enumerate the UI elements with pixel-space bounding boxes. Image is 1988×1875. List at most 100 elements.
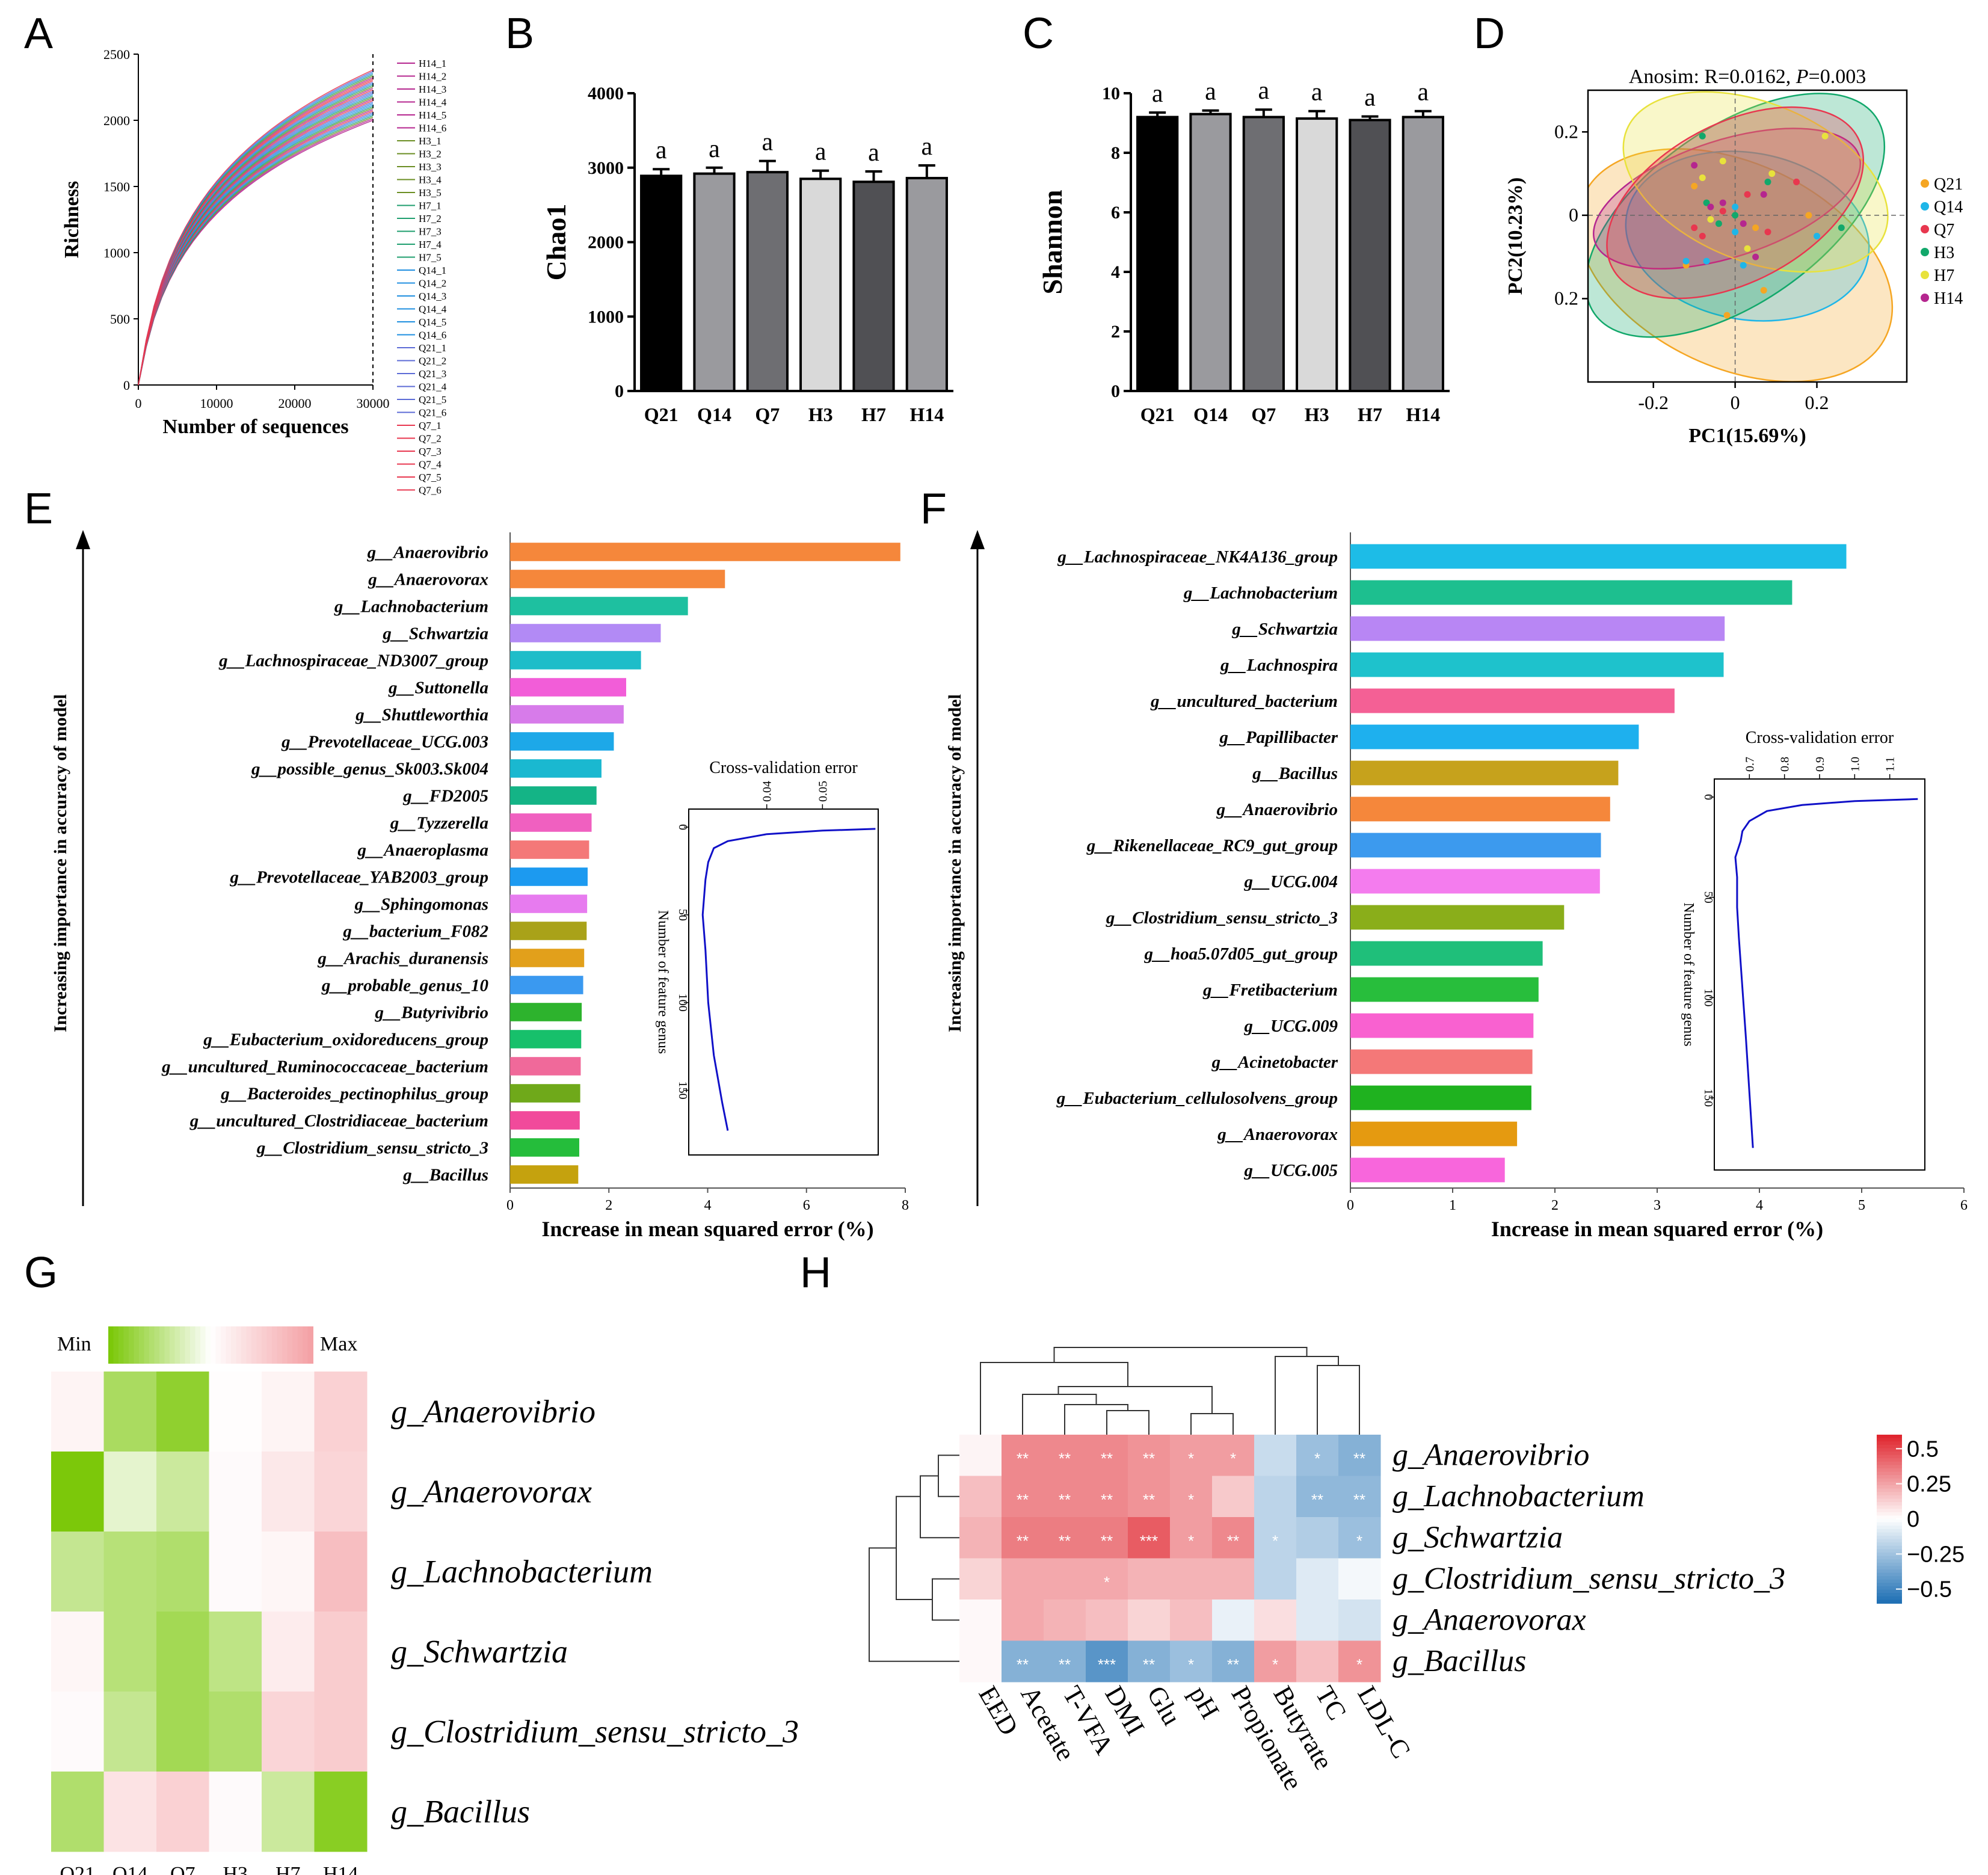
gradient-legend-step xyxy=(185,1326,191,1364)
x-tick-label: 5 xyxy=(1858,1198,1865,1213)
importance-bar xyxy=(510,1165,579,1184)
sample-point xyxy=(1805,212,1812,219)
confidence-ellipse xyxy=(1588,148,1894,382)
heatmap-cell xyxy=(51,1452,104,1532)
significance-letter: a xyxy=(656,137,667,164)
significance-stars: ** xyxy=(1101,1491,1113,1509)
heatmap-cell xyxy=(262,1612,315,1692)
x-tick-label: Q21 xyxy=(1140,404,1175,425)
significance-stars: * xyxy=(1188,1491,1194,1509)
importance-bar xyxy=(510,1057,581,1076)
corr-cell xyxy=(1212,1558,1255,1600)
importance-bar xyxy=(510,813,592,832)
genus-label: g__Lachnospiraceae_NK4A136_group xyxy=(1057,547,1338,567)
bar xyxy=(746,171,789,392)
heatmap-cell xyxy=(262,1532,315,1612)
genus-label: g__hoa5.07d05_gut_group xyxy=(1144,944,1338,964)
panel-e-importance: 0 2 4 6 8 Increase in mean squared error (%) g… xyxy=(51,530,909,1241)
gradient-legend-step xyxy=(154,1326,160,1364)
sample-point xyxy=(1723,312,1731,319)
col-dendrogram xyxy=(1064,1404,1128,1435)
x-tick-label: 2 xyxy=(605,1198,612,1213)
genus-label: g__Clostridium_sensu_stricto_3 xyxy=(1106,908,1338,928)
gradient-legend-step xyxy=(174,1326,180,1364)
panel-letter-d: D xyxy=(1474,10,1505,58)
col-dendrogram xyxy=(1275,1356,1339,1435)
gradient-legend-step xyxy=(272,1326,278,1364)
genus-label: g__Suttonella xyxy=(388,679,488,698)
legend-label: Q21_3 xyxy=(419,368,446,380)
genus-label: g__Schwartzia xyxy=(1231,620,1338,639)
heatmap-cell xyxy=(209,1452,262,1532)
importance-bar xyxy=(510,1003,582,1021)
gradient-legend-step xyxy=(266,1326,272,1364)
heatmap-cell xyxy=(51,1372,104,1452)
significance-stars: ** xyxy=(1059,1449,1071,1467)
significance-letter: a xyxy=(709,135,720,163)
legend-label: H7_5 xyxy=(419,252,442,263)
legend-marker xyxy=(1921,225,1929,233)
inset-frame xyxy=(1714,778,1925,1171)
inset-x-tick-label: 0.8 xyxy=(1779,757,1792,772)
importance-bar xyxy=(510,786,597,805)
colorbar-step xyxy=(1877,1452,1902,1456)
genus-label: g__Prevotellaceae_YAB2003_group xyxy=(229,868,488,887)
significance-stars: ** xyxy=(1227,1655,1239,1673)
corr-cell xyxy=(1002,1435,1044,1476)
row-dendrogram xyxy=(869,1547,959,1662)
rarefaction-curve xyxy=(138,69,374,386)
genus-label: g__Lachnospira xyxy=(1220,656,1338,675)
sample-point xyxy=(1768,170,1776,177)
genus-label: g__Anaerovorax xyxy=(1217,1125,1338,1144)
side-label: Increasing importance in accuracy of mod… xyxy=(945,694,965,1032)
panel-letter-c: C xyxy=(1023,10,1054,58)
x-tick-label: 10000 xyxy=(200,396,233,411)
gradient-legend-step xyxy=(277,1326,283,1364)
col-label: Q14 xyxy=(112,1863,148,1875)
importance-bar xyxy=(1350,760,1619,786)
genus-label: g__Anaerovorax xyxy=(368,570,488,590)
gradient-legend-step xyxy=(303,1326,309,1364)
heatmap-cell xyxy=(314,1612,368,1692)
side-label: Increasing importance in accuracy of mod… xyxy=(51,694,70,1032)
rarefaction-curve xyxy=(138,111,374,386)
legend-label: Q14_4 xyxy=(419,304,447,315)
importance-bar xyxy=(510,678,626,697)
colorbar-step xyxy=(1877,1498,1902,1503)
sample-point xyxy=(1821,132,1829,140)
importance-bar xyxy=(510,651,641,670)
corr-cell xyxy=(959,1640,1002,1683)
plot-frame xyxy=(1587,89,1908,383)
col-label: H7 xyxy=(275,1863,301,1875)
col-dendrogram xyxy=(1022,1394,1097,1435)
row-label: g_Clostridium_sensu_stricto_3 xyxy=(1393,1562,1785,1596)
heatmap-cell xyxy=(209,1372,262,1452)
gradient-legend-step xyxy=(144,1326,150,1364)
row-label: g_Schwartzia xyxy=(1393,1520,1563,1554)
colorbar-step xyxy=(1877,1532,1902,1536)
row-label: g_Lachnobacterium xyxy=(391,1554,653,1590)
confidence-ellipse xyxy=(1593,128,1862,270)
importance-bar xyxy=(510,732,614,751)
heatmap-cell xyxy=(314,1372,368,1452)
corr-cell xyxy=(1212,1640,1255,1683)
colorbar-step xyxy=(1877,1579,1902,1584)
gradient-legend-step xyxy=(108,1326,114,1364)
y-axis-label: Chao1 xyxy=(541,204,571,281)
corr-cell xyxy=(1254,1476,1297,1518)
corr-cell xyxy=(1002,1599,1044,1641)
col-dendrogram xyxy=(1053,1347,1308,1362)
x-tick-label: 0 xyxy=(506,1198,514,1213)
gradient-legend-step xyxy=(149,1326,155,1364)
legend-label: Q14 xyxy=(1934,198,1963,217)
significance-stars: ** xyxy=(1143,1655,1155,1673)
y-tick-label: 3000 xyxy=(588,158,624,178)
legend-label: H3_5 xyxy=(419,187,442,199)
sample-point xyxy=(1715,220,1722,227)
genus-label: g__Fretibacterium xyxy=(1202,981,1338,1000)
inset-x-tick-label: 1.1 xyxy=(1884,757,1897,772)
colorbar-step xyxy=(1877,1444,1902,1449)
importance-bar xyxy=(1350,941,1543,966)
colorbar-label: 0.5 xyxy=(1907,1436,1939,1462)
row-label: g_Anaerovibrio xyxy=(391,1394,595,1430)
